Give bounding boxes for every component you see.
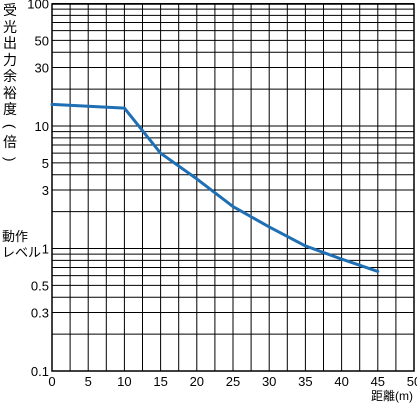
y-tick-label: 10 bbox=[35, 119, 49, 134]
x-tick-label: 5 bbox=[85, 374, 92, 389]
y-tick-label: 0.1 bbox=[31, 364, 49, 379]
y-tick-label: 30 bbox=[35, 61, 49, 76]
x-tick-label: 45 bbox=[371, 374, 385, 389]
plot-frame bbox=[51, 3, 415, 372]
operating-level-annotation: 動作 レベル bbox=[2, 229, 41, 261]
y-tick-label: 1 bbox=[42, 242, 49, 257]
y-tick-label: 100 bbox=[27, 0, 49, 12]
y-tick-label: 0.5 bbox=[31, 278, 49, 293]
y-tick-label: 5 bbox=[42, 156, 49, 171]
x-tick-label: 50 bbox=[407, 374, 417, 389]
operating-level-line1: 動作 bbox=[2, 229, 29, 244]
y-tick-label: 3 bbox=[42, 183, 49, 198]
y-tick-label: 50 bbox=[35, 33, 49, 48]
x-tick-label: 10 bbox=[117, 374, 131, 389]
y-axis-title: 受光出力余裕度(倍) bbox=[2, 2, 18, 167]
x-tick-label: 40 bbox=[334, 374, 348, 389]
x-tick-label: 0 bbox=[48, 374, 55, 389]
operating-level-line2: レベル bbox=[2, 245, 42, 260]
y-axis-title-text: 受光出力余裕度(倍) bbox=[2, 2, 19, 162]
series-line bbox=[50, 102, 380, 273]
x-tick-label: 15 bbox=[153, 374, 167, 389]
tick-labels: 0 5 10 15 20 25 30 35 40 45 50 100 50 30 10 5 3 1 0.5 0.3 0.… bbox=[27, 0, 417, 389]
x-tick-label: 25 bbox=[226, 374, 240, 389]
series-lines bbox=[50, 102, 380, 273]
y-tick-label: 0.3 bbox=[31, 306, 49, 321]
x-axis-title: 距離(m) bbox=[371, 389, 413, 403]
x-tick-label: 30 bbox=[262, 374, 276, 389]
grid bbox=[51, 3, 415, 372]
x-tick-label: 20 bbox=[190, 374, 204, 389]
x-tick-label: 35 bbox=[298, 374, 312, 389]
